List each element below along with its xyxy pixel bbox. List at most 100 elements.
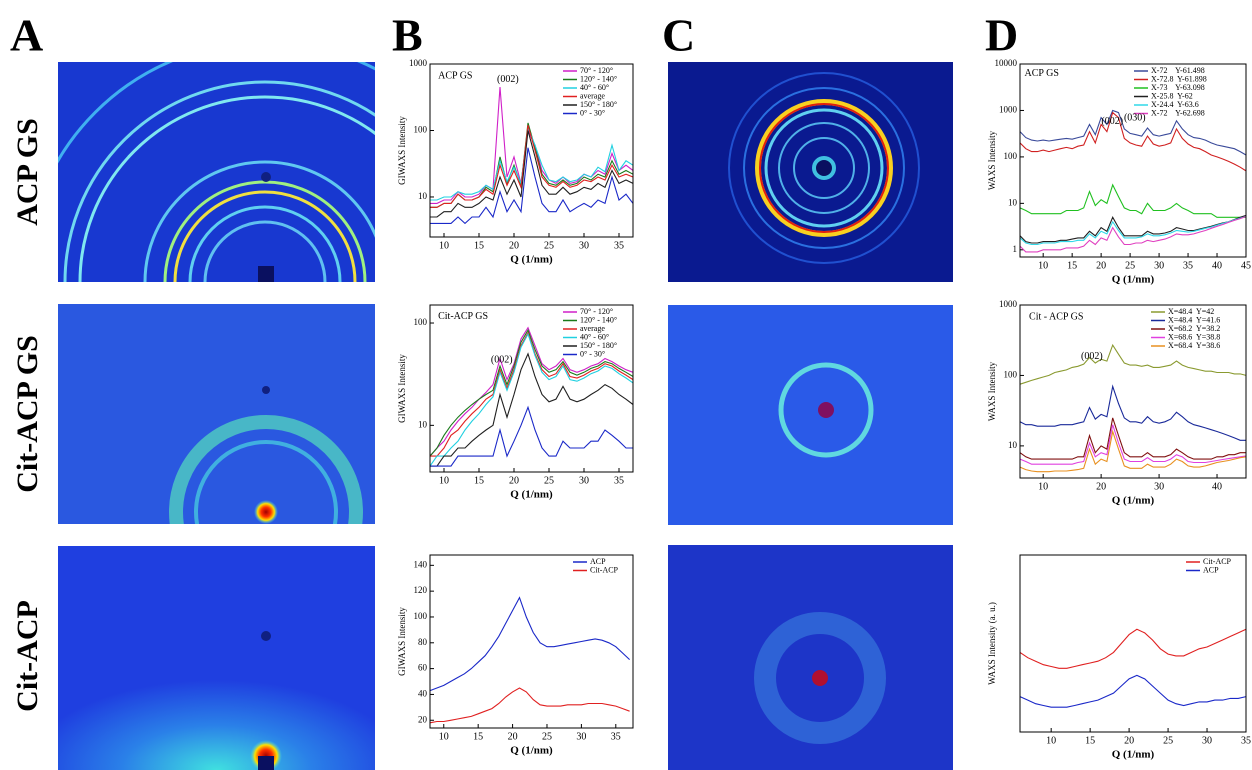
series-line bbox=[1019, 215, 1247, 253]
row-label: Cit-ACP bbox=[11, 600, 44, 712]
y-axis-label: WAXS Intensity (a. u.) bbox=[987, 602, 997, 685]
y-tick-label: 140 bbox=[414, 559, 428, 569]
series-line bbox=[1019, 674, 1247, 708]
series-line bbox=[430, 352, 634, 467]
x-tick-label: 35 bbox=[611, 731, 621, 742]
series-line bbox=[1019, 628, 1247, 669]
y-axis-label: WAXS Intensity bbox=[987, 361, 997, 421]
legend-label: X-72.8 Y-61.898 bbox=[1151, 74, 1207, 83]
series-line bbox=[429, 687, 630, 724]
legend-label: average bbox=[580, 324, 605, 333]
legend-label: 70° - 120° bbox=[580, 66, 613, 75]
legend-label: X=68.6 Y=38.8 bbox=[1168, 332, 1220, 341]
x-tick-label: 20 bbox=[1124, 735, 1134, 746]
series-line bbox=[429, 328, 634, 457]
x-tick-label: 20 bbox=[509, 475, 519, 486]
x-tick-label: 35 bbox=[1241, 735, 1251, 746]
series-line bbox=[430, 125, 634, 208]
annotation: (002) bbox=[1101, 116, 1123, 127]
diffraction-image bbox=[58, 546, 375, 770]
legend-label: X-25.8 Y-62 bbox=[1151, 91, 1193, 100]
x-tick-label: 15 bbox=[474, 475, 484, 486]
legend-label: X-72 Y-61.498 bbox=[1151, 66, 1205, 75]
diffraction-image bbox=[58, 62, 375, 282]
legend-label: 0° - 30° bbox=[580, 108, 605, 117]
legend-label: 150° - 180° bbox=[580, 100, 617, 109]
panel-letter: C bbox=[662, 10, 695, 61]
plot-frame bbox=[1019, 554, 1247, 733]
annotation: Cit-ACP GS bbox=[438, 311, 488, 322]
annotation: ACP GS bbox=[1025, 68, 1059, 79]
annotation: ACP GS bbox=[438, 70, 472, 81]
row-label: ACP GS bbox=[11, 118, 44, 226]
annotation: (002) bbox=[497, 74, 519, 85]
x-tick-label: 10 bbox=[1038, 260, 1048, 271]
plot-frame bbox=[429, 304, 634, 473]
y-tick-label: 10000 bbox=[995, 58, 1018, 68]
legend-label: 40° - 60° bbox=[580, 332, 609, 341]
diffraction-image bbox=[668, 305, 953, 525]
legend-label: 120° - 140° bbox=[580, 74, 617, 83]
x-tick-label: 35 bbox=[614, 240, 624, 251]
annotation: Cit - ACP GS bbox=[1029, 311, 1083, 322]
diffraction-image bbox=[668, 545, 953, 770]
x-tick-label: 10 bbox=[439, 240, 449, 251]
series-line bbox=[429, 326, 634, 457]
x-axis-label: Q (1/nm) bbox=[1112, 749, 1155, 761]
series-line bbox=[1019, 343, 1247, 385]
annotation: (030) bbox=[1124, 112, 1146, 123]
y-tick-label: 10 bbox=[1008, 197, 1018, 207]
annotation: (002) bbox=[1081, 351, 1103, 362]
series-line bbox=[430, 405, 633, 467]
x-tick-label: 10 bbox=[439, 475, 449, 486]
x-tick-label: 10 bbox=[1046, 735, 1056, 746]
series-line bbox=[430, 147, 634, 225]
x-tick-label: 25 bbox=[544, 475, 554, 486]
x-axis-label: Q (1/nm) bbox=[1112, 495, 1155, 507]
x-tick-label: 20 bbox=[508, 731, 518, 742]
series-line bbox=[1019, 109, 1247, 156]
plot-frame bbox=[429, 554, 634, 729]
x-tick-label: 30 bbox=[1202, 735, 1212, 746]
y-tick-label: 100 bbox=[1004, 370, 1018, 380]
panel-letter: D bbox=[985, 10, 1018, 61]
legend-label: X-72 Y-62.698 bbox=[1151, 108, 1205, 117]
plot-frame bbox=[1019, 304, 1247, 479]
y-tick-label: 60 bbox=[418, 663, 428, 673]
y-tick-label: 100 bbox=[414, 317, 428, 327]
x-tick-label: 35 bbox=[1183, 260, 1193, 271]
diffraction-image bbox=[668, 62, 953, 282]
y-tick-label: 80 bbox=[418, 637, 428, 647]
x-tick-label: 15 bbox=[1085, 735, 1095, 746]
y-axis-label: GIWAXS Intensity bbox=[397, 116, 407, 185]
y-tick-label: 1000 bbox=[999, 105, 1018, 115]
x-axis-label: Q (1/nm) bbox=[510, 745, 553, 757]
y-tick-label: 100 bbox=[414, 611, 428, 621]
legend-label: X=68.2 Y=38.2 bbox=[1168, 324, 1220, 333]
row-label: Cit-ACP GS bbox=[11, 335, 44, 493]
x-tick-label: 10 bbox=[1038, 481, 1048, 492]
y-tick-label: 20 bbox=[418, 714, 428, 724]
legend-label: ACP bbox=[1203, 565, 1219, 574]
legend-label: 70° - 120° bbox=[580, 307, 613, 316]
x-tick-label: 10 bbox=[439, 731, 449, 742]
y-tick-label: 10 bbox=[1008, 440, 1018, 450]
legend-label: X=68.4 Y=38.6 bbox=[1168, 341, 1220, 350]
x-tick-label: 25 bbox=[1163, 735, 1173, 746]
series-line bbox=[429, 596, 630, 692]
legend-label: 120° - 140° bbox=[580, 315, 617, 324]
x-tick-label: 30 bbox=[1154, 260, 1164, 271]
x-tick-label: 30 bbox=[1154, 481, 1164, 492]
plot-frame bbox=[1019, 63, 1247, 258]
annotation: (002) bbox=[491, 354, 513, 365]
series-line bbox=[1019, 384, 1246, 441]
legend-label: average bbox=[580, 91, 605, 100]
series-line bbox=[1019, 183, 1246, 218]
y-tick-label: 40 bbox=[418, 688, 428, 698]
y-tick-label: 120 bbox=[414, 585, 428, 595]
y-tick-label: 100 bbox=[1004, 151, 1018, 161]
x-axis-label: Q (1/nm) bbox=[1112, 274, 1155, 286]
series-line bbox=[1019, 424, 1247, 465]
series-line bbox=[1019, 111, 1247, 172]
legend-label: ACP bbox=[590, 557, 606, 566]
